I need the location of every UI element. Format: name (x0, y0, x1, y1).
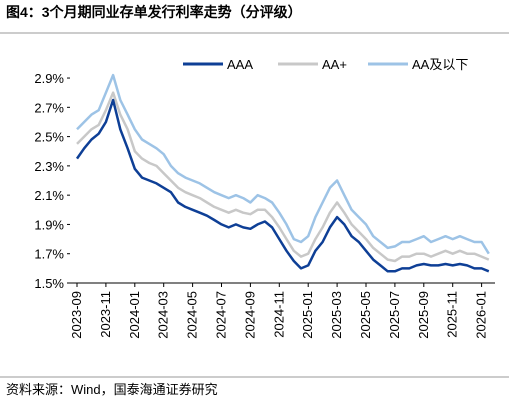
y-tick-label: 1.5% (34, 276, 64, 291)
x-tick-label: 2025-09 (416, 291, 431, 339)
x-tick-label: 2025-01 (300, 291, 315, 339)
series-line (76, 91, 490, 263)
y-tick-label: 2.7% (34, 100, 64, 115)
x-tick-label: 2025-07 (387, 291, 402, 339)
chart-title: 图4：3个月期同业存单发行利率走势（分评级） (6, 4, 302, 20)
x-tick-label: 2024-09 (242, 291, 257, 339)
legend-label: AA及以下 (412, 57, 468, 72)
x-tick-label: 2024-11 (271, 291, 286, 338)
y-tick-label: 2.5% (34, 130, 64, 145)
x-tick-label: 2024-07 (214, 291, 229, 339)
legend-label: AA+ (322, 57, 347, 72)
source: 资料来源：Wind，国泰海通证券研究 (6, 382, 218, 397)
x-tick-label: 2023-11 (98, 291, 113, 338)
x-tick-label: 2024-01 (127, 291, 142, 339)
x-tick-label: 2025-11 (445, 291, 460, 338)
x-tick-label: 2025-03 (329, 291, 344, 339)
x-tick-label: 2024-03 (156, 291, 171, 339)
x-tick-label: 2023-09 (69, 291, 84, 339)
y-tick-label: 2.1% (34, 188, 64, 203)
x-tick-label: 2026-01 (474, 291, 489, 339)
y-tick-label: 2.3% (34, 159, 64, 174)
x-tick-label: 2024-05 (185, 291, 200, 339)
y-tick-label: 1.9% (34, 217, 64, 232)
series-line (76, 73, 490, 255)
y-tick-label: 1.7% (34, 247, 64, 262)
x-tick-label: 2025-05 (358, 291, 373, 339)
series-line (75, 98, 490, 273)
y-tick-label: 2.9% (34, 71, 64, 86)
legend-label: AAA (227, 57, 253, 72)
